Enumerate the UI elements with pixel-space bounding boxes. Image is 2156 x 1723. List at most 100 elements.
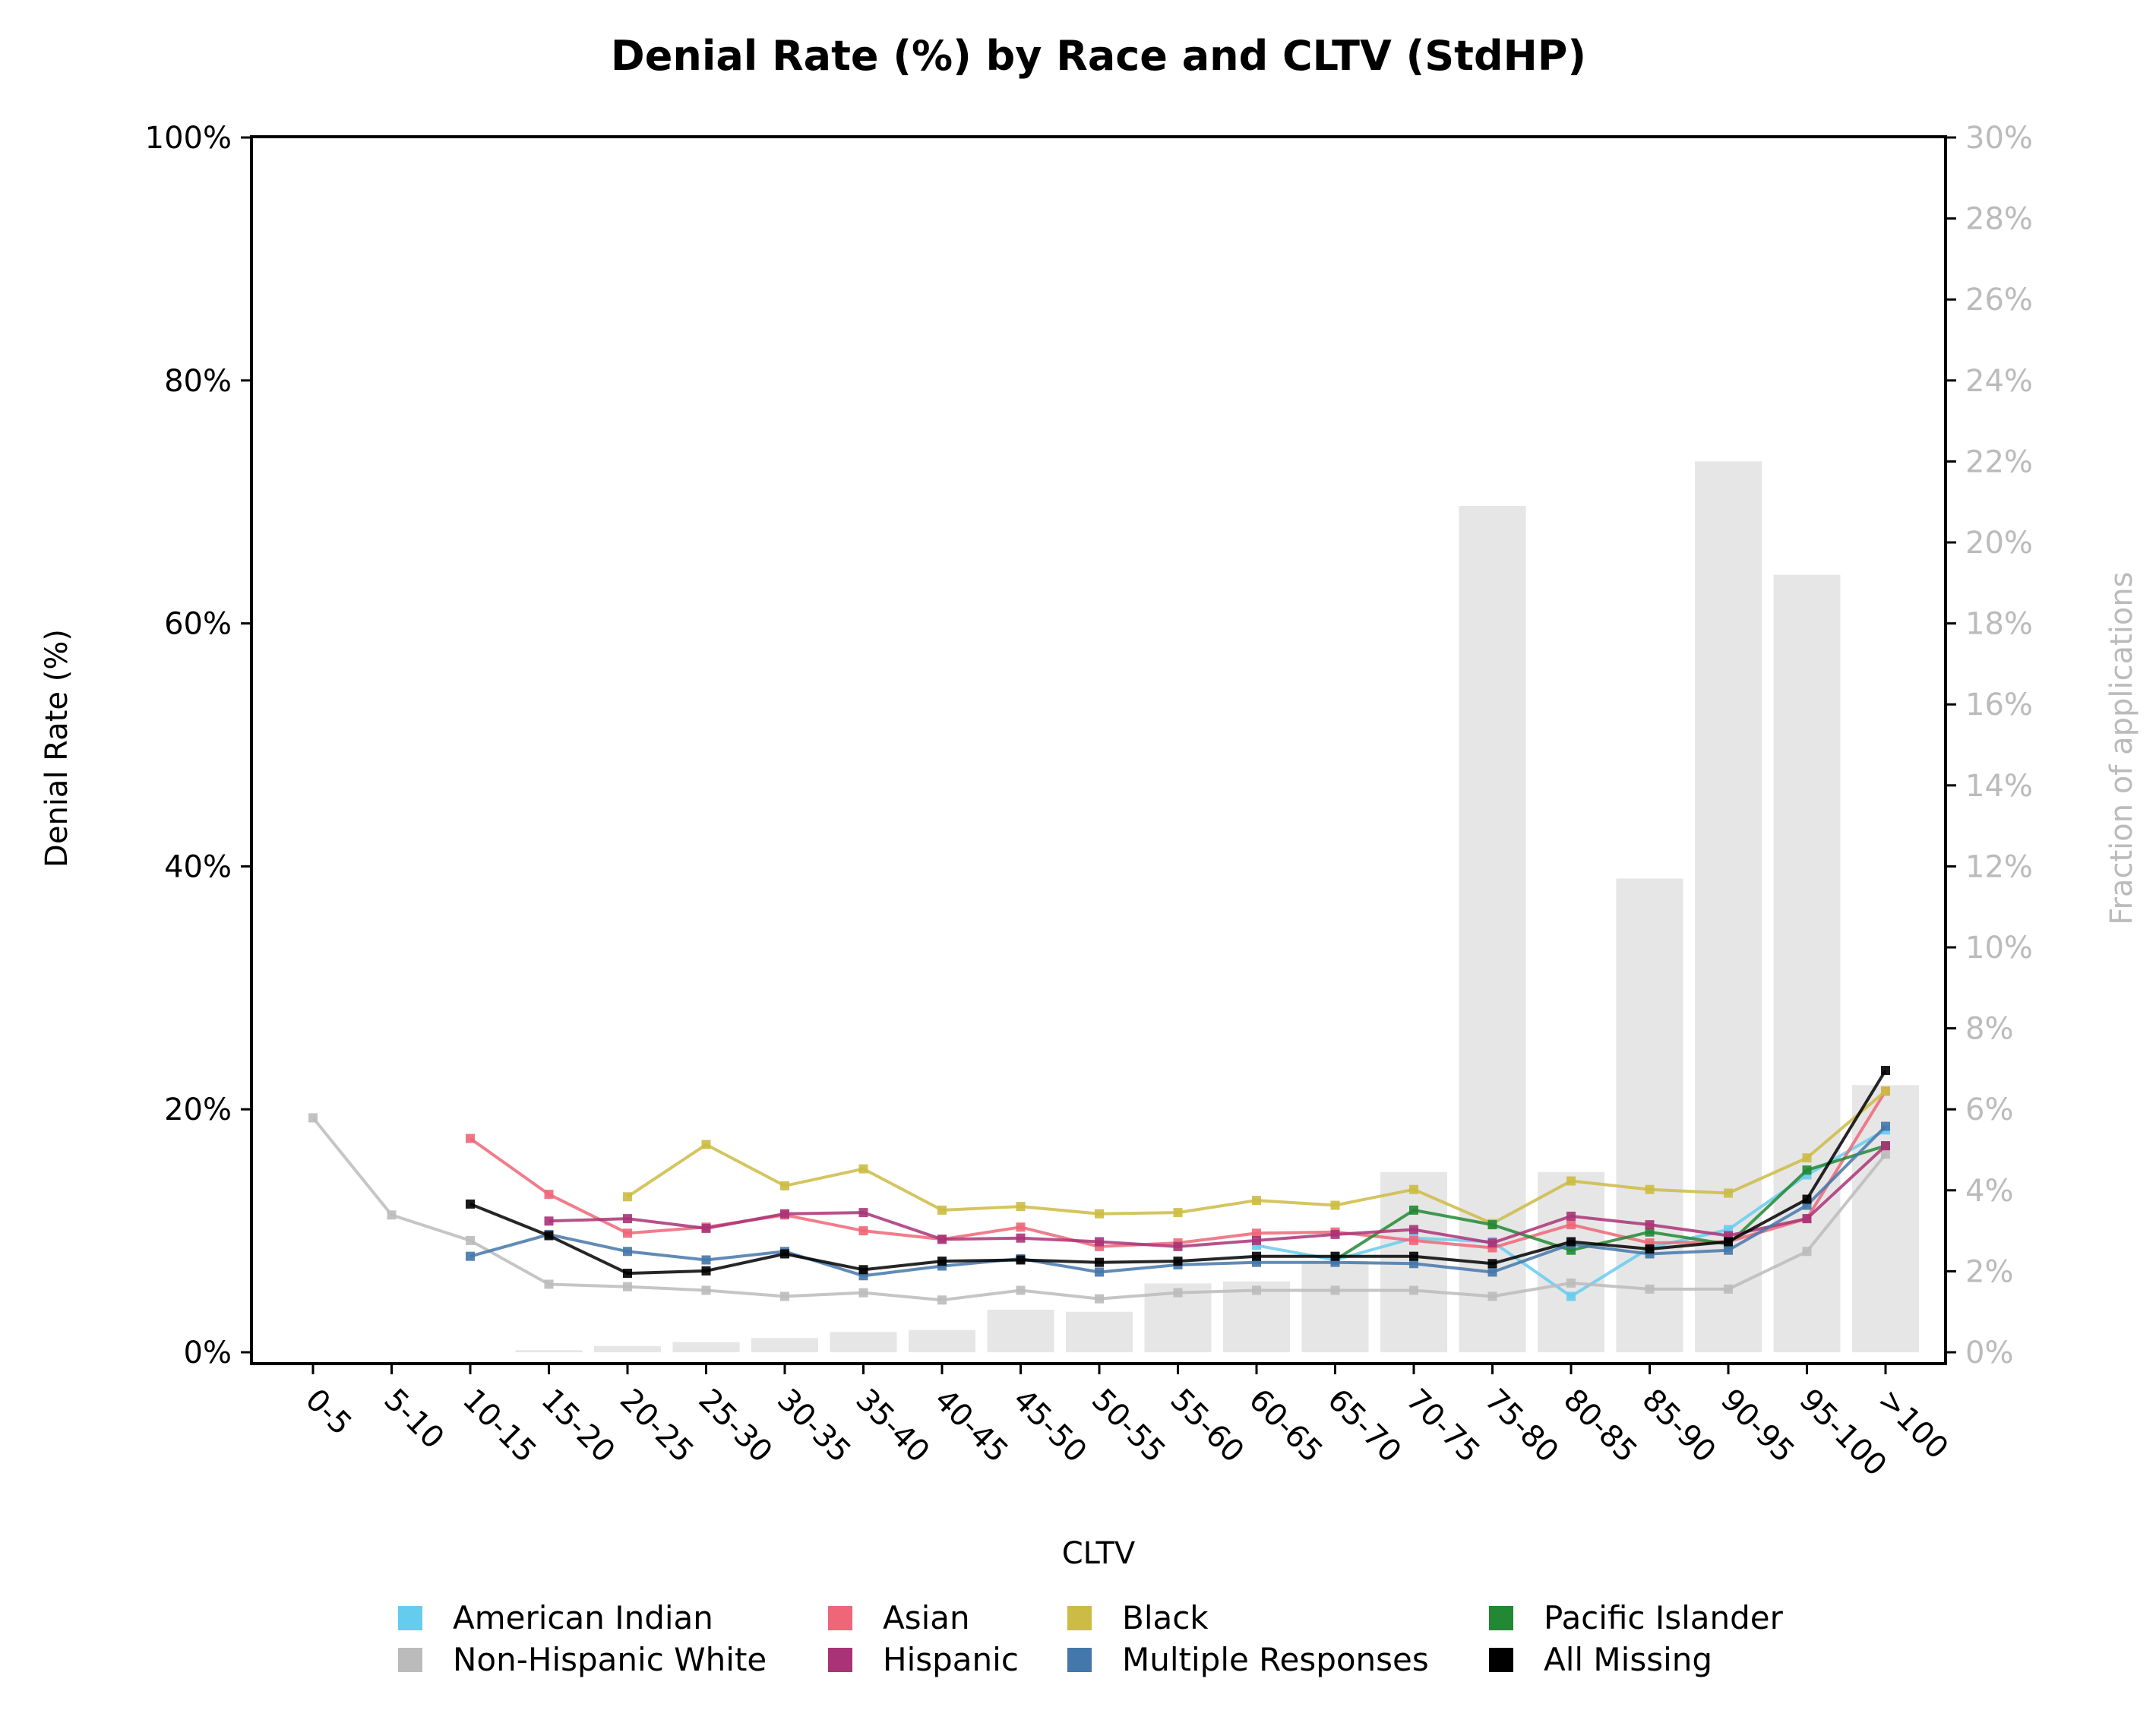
data-point <box>1487 1220 1497 1230</box>
data-point <box>701 1223 711 1233</box>
data-point <box>1802 1214 1812 1224</box>
legend: American Indian Non-Hispanic White Asian Hi… <box>398 1599 1784 1678</box>
series-lines <box>308 1066 1890 1305</box>
data-point <box>1016 1233 1026 1243</box>
data-point <box>1487 1259 1497 1269</box>
data-point <box>1409 1205 1418 1215</box>
data-point <box>1724 1188 1733 1198</box>
x-tick-label: 40-45 <box>928 1383 1015 1470</box>
x-tick-label: 35-40 <box>849 1383 936 1470</box>
data-point <box>1409 1225 1418 1235</box>
legend-entry: Black <box>1067 1599 1209 1636</box>
data-point <box>780 1209 789 1219</box>
y2-tick-label: 8% <box>1965 1012 2013 1047</box>
data-point <box>466 1251 475 1261</box>
y2-tick-label: 26% <box>1965 283 2033 318</box>
data-point <box>1487 1267 1497 1277</box>
data-point <box>780 1291 789 1301</box>
x-tick-label: 75-80 <box>1478 1383 1565 1470</box>
x-tick-label: 65-70 <box>1320 1383 1408 1470</box>
series-all-missing <box>466 1066 1890 1279</box>
data-point <box>1487 1238 1497 1248</box>
fraction-bar <box>987 1310 1054 1352</box>
data-point <box>937 1205 947 1215</box>
data-point <box>701 1266 711 1276</box>
y2-tick-label: 2% <box>1965 1254 2013 1289</box>
y2-tick-label: 12% <box>1965 849 2033 884</box>
data-point <box>780 1249 789 1259</box>
data-point <box>701 1140 711 1149</box>
legend-entry: Non-Hispanic White <box>398 1641 767 1678</box>
legend-label: All Missing <box>1544 1641 1712 1678</box>
data-point <box>1566 1291 1576 1301</box>
data-point <box>1330 1200 1340 1210</box>
fraction-bar <box>1616 878 1683 1352</box>
fraction-bars <box>515 461 1919 1352</box>
data-point <box>1330 1229 1340 1239</box>
legend-label: Asian <box>883 1599 970 1636</box>
y-tick-label: 60% <box>164 607 232 642</box>
x-tick-label: 25-30 <box>691 1383 779 1470</box>
data-point <box>858 1164 868 1174</box>
data-point <box>1802 1194 1812 1204</box>
data-point <box>1724 1284 1733 1294</box>
data-point <box>1173 1241 1183 1251</box>
fraction-bar <box>1695 461 1762 1352</box>
data-point <box>1645 1284 1655 1294</box>
data-point <box>623 1192 632 1202</box>
y2-tick-label: 30% <box>1965 121 2033 156</box>
data-point <box>544 1279 554 1289</box>
y2-tick-label: 24% <box>1965 364 2033 399</box>
legend-swatch <box>1489 1606 1513 1630</box>
data-point <box>1409 1285 1418 1295</box>
fraction-bar <box>1773 574 1841 1352</box>
legend-swatch <box>1489 1648 1513 1672</box>
series-line <box>548 1144 1887 1248</box>
data-point <box>1881 1086 1890 1096</box>
y2-tick-label: 6% <box>1965 1092 2013 1127</box>
legend-swatch <box>1067 1606 1092 1630</box>
data-point <box>1252 1228 1261 1238</box>
data-point <box>1566 1220 1576 1230</box>
legend-swatch <box>398 1606 422 1630</box>
y2-tick-label: 4% <box>1965 1174 2013 1209</box>
y2-axis-label: Fraction of applications <box>2104 571 2139 925</box>
y2-tick-label: 14% <box>1965 769 2033 804</box>
data-point <box>544 1216 554 1226</box>
series-hispanic <box>544 1141 1890 1251</box>
data-point <box>1409 1259 1418 1269</box>
legend-entry: Hispanic <box>828 1641 1019 1678</box>
y2-tick-label: 18% <box>1965 607 2033 642</box>
data-point <box>1645 1227 1655 1237</box>
x-tick-label: 95-100 <box>1792 1383 1893 1484</box>
data-point <box>1645 1184 1655 1194</box>
x-tick-label: 10-15 <box>456 1383 543 1470</box>
legend-swatch <box>828 1648 852 1672</box>
series-line <box>1334 1144 1886 1262</box>
data-point <box>544 1231 554 1241</box>
x-tick-label: 0-5 <box>299 1383 359 1443</box>
data-point <box>308 1113 318 1123</box>
x-tick-label: 90-95 <box>1714 1383 1801 1470</box>
legend-entry: Pacific Islander <box>1489 1599 1784 1636</box>
data-point <box>1016 1222 1026 1232</box>
y-tick-label: 0% <box>184 1336 232 1370</box>
data-point <box>1566 1278 1576 1288</box>
plot-frame <box>250 135 1947 1365</box>
data-point <box>623 1214 632 1224</box>
data-point <box>1724 1237 1733 1247</box>
fraction-bar <box>830 1332 897 1352</box>
data-point <box>1173 1257 1183 1266</box>
data-point <box>1095 1294 1104 1304</box>
data-point <box>1095 1257 1104 1267</box>
data-point <box>1330 1251 1340 1261</box>
data-point <box>387 1210 397 1220</box>
data-point <box>858 1288 868 1298</box>
data-point <box>1409 1251 1418 1261</box>
data-point <box>1881 1141 1890 1151</box>
data-point <box>1409 1235 1418 1245</box>
data-point <box>1095 1267 1104 1277</box>
y-tick-label: 20% <box>164 1092 232 1127</box>
data-point <box>858 1208 868 1218</box>
legend-entry: Asian <box>828 1599 970 1636</box>
